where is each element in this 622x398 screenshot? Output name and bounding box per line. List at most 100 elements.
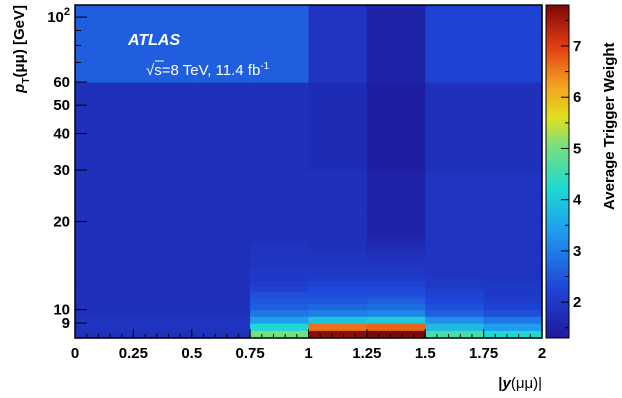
heatmap-cell bbox=[191, 323, 251, 331]
heatmap-cell bbox=[133, 323, 193, 331]
heatmap-cell bbox=[75, 234, 134, 243]
x-tick-label: 0.25 bbox=[119, 345, 148, 362]
y-tick-text: 20 bbox=[53, 214, 70, 231]
y-axis-title-text: pT(μμ) [GeV] bbox=[11, 5, 32, 94]
heatmap-cell bbox=[425, 221, 485, 236]
heatmap-cell bbox=[191, 297, 251, 305]
heatmap-cell bbox=[483, 286, 543, 293]
heatmap-cell bbox=[133, 234, 193, 243]
heatmap-cell bbox=[75, 5, 134, 83]
heatmap-cell bbox=[75, 150, 134, 171]
heatmap-cell bbox=[191, 309, 251, 317]
heatmap-cell bbox=[366, 5, 426, 83]
heatmap-cell bbox=[133, 316, 193, 324]
heatmap-cell bbox=[425, 330, 485, 339]
heatmap-cell bbox=[250, 133, 310, 152]
heatmap-cell bbox=[250, 5, 310, 83]
heatmap-cell bbox=[483, 221, 543, 236]
heatmap-cell bbox=[483, 5, 543, 83]
energy-text: √s=8 TeV, 11.4 fb bbox=[146, 62, 260, 79]
heatmap-cell bbox=[133, 281, 193, 288]
heatmap-cell bbox=[366, 105, 426, 135]
heatmap-cell bbox=[308, 82, 368, 106]
heatmap-cell bbox=[133, 249, 193, 259]
heatmap-cell bbox=[483, 297, 543, 305]
x-axis-title-var: y bbox=[501, 375, 511, 392]
heatmap-cell bbox=[366, 297, 426, 305]
colorbar-tick-label: 5 bbox=[573, 140, 581, 157]
heatmap-cell bbox=[425, 170, 485, 194]
heatmap-cell bbox=[191, 82, 251, 106]
heatmap-cell bbox=[308, 297, 368, 305]
heatmap-cell bbox=[366, 309, 426, 317]
x-tick-label: 0.5 bbox=[181, 345, 202, 362]
heatmap-cell bbox=[133, 209, 193, 223]
heatmap-cell bbox=[133, 150, 193, 171]
heatmap-cell bbox=[75, 105, 134, 135]
heatmap-cell bbox=[425, 323, 485, 331]
x-tick-label: 1 bbox=[304, 345, 312, 362]
heatmap-cell bbox=[425, 303, 485, 311]
heatmap-cell bbox=[483, 133, 543, 152]
x-axis-title-text: |y(μμ)| bbox=[498, 375, 542, 392]
heatmap-cell bbox=[483, 150, 543, 171]
atlas-label: ATLAS bbox=[127, 32, 180, 49]
colorbar-title: Average Trigger Weight bbox=[601, 42, 618, 210]
heatmap-cell bbox=[483, 276, 543, 282]
heatmap-cell bbox=[250, 286, 310, 293]
heatmap-cell bbox=[483, 281, 543, 288]
heatmap-cell bbox=[133, 221, 193, 236]
heatmap-cell bbox=[250, 242, 310, 251]
x-ticks: 0 0.25 0.5 0.75 1 1.25 1.5 1.75 2 bbox=[71, 329, 546, 362]
heatmap-cell bbox=[250, 303, 310, 311]
heatmap-cell bbox=[133, 193, 193, 211]
heatmap-cell bbox=[75, 286, 134, 293]
heatmap-cell bbox=[425, 281, 485, 288]
y-tick-label: 40 bbox=[53, 126, 70, 143]
heatmap-cell bbox=[133, 170, 193, 194]
x-tick-label: 0 bbox=[71, 345, 79, 362]
y-tick-superscript: 2 bbox=[64, 6, 70, 18]
heatmap-cell bbox=[308, 150, 368, 171]
heatmap-cell bbox=[75, 276, 134, 282]
colorbar-tick-label: 3 bbox=[573, 243, 581, 260]
heatmap-cell bbox=[308, 281, 368, 288]
heatmap-cell bbox=[425, 286, 485, 293]
heatmap-cell bbox=[250, 170, 310, 194]
heatmap-cell bbox=[483, 105, 543, 135]
y-tick-text: 10 bbox=[47, 9, 64, 26]
heatmap-cell bbox=[366, 266, 426, 277]
heatmap-cell bbox=[191, 234, 251, 243]
heatmap-cell bbox=[366, 291, 426, 299]
x-tick-label: 0.75 bbox=[236, 345, 265, 362]
heatmap-cell bbox=[483, 170, 543, 194]
heatmap-cell bbox=[250, 281, 310, 288]
heatmap-cell bbox=[75, 209, 134, 223]
heatmap-cell bbox=[425, 276, 485, 282]
heatmap-cell bbox=[366, 150, 426, 171]
heatmap-cell bbox=[366, 303, 426, 311]
energy-superscript: -1 bbox=[260, 61, 269, 72]
heatmap-cell bbox=[308, 105, 368, 135]
heatmap-cell bbox=[425, 150, 485, 171]
heatmap-cell bbox=[308, 170, 368, 194]
heatmap-cell bbox=[366, 323, 426, 331]
heatmap-cell bbox=[308, 221, 368, 236]
y-tick-label: 20 bbox=[53, 214, 70, 231]
heatmap-cell bbox=[308, 323, 368, 331]
heatmap-cell bbox=[75, 242, 134, 251]
heatmap-cell bbox=[191, 150, 251, 171]
heatmap-cell bbox=[75, 193, 134, 211]
heatmap-cell bbox=[366, 316, 426, 324]
heatmap-cell bbox=[133, 5, 193, 83]
heatmap-cell bbox=[191, 266, 251, 277]
heatmap-cell bbox=[75, 309, 134, 317]
heatmap-cell bbox=[308, 316, 368, 324]
y-tick-label: 102 bbox=[47, 6, 70, 26]
heatmap-cell bbox=[483, 330, 543, 339]
heatmap-cell bbox=[308, 286, 368, 293]
heatmap-cell bbox=[250, 276, 310, 282]
heatmap-cell bbox=[75, 323, 134, 331]
